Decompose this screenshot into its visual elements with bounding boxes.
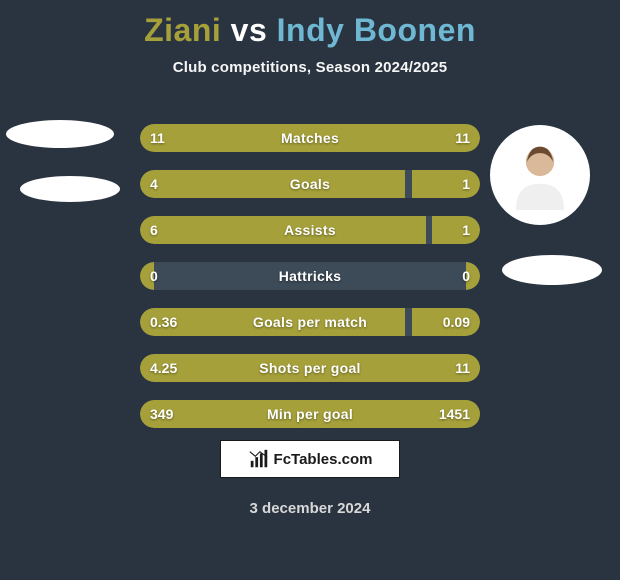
stat-row: 3491451Min per goal	[140, 400, 480, 428]
decorative-ellipse	[20, 176, 120, 202]
stat-row: 61Assists	[140, 216, 480, 244]
decorative-ellipse	[502, 255, 602, 285]
person-icon	[505, 140, 575, 210]
stat-label: Goals	[140, 170, 480, 198]
bar-chart-icon	[248, 448, 270, 470]
comparison-title: Ziani vs Indy Boonen	[0, 0, 620, 49]
player1-name: Ziani	[144, 12, 221, 48]
stat-row: 0.360.09Goals per match	[140, 308, 480, 336]
stat-row: 4.2511Shots per goal	[140, 354, 480, 382]
decorative-ellipse	[6, 120, 114, 148]
stats-bars: 1111Matches 41Goals 61Assists 00Hattricks 0.…	[140, 124, 480, 446]
stat-label: Matches	[140, 124, 480, 152]
stat-row: 41Goals	[140, 170, 480, 198]
player2-avatar	[490, 125, 590, 225]
stat-label: Hattricks	[140, 262, 480, 290]
subtitle: Club competitions, Season 2024/2025	[0, 59, 620, 76]
stat-label: Min per goal	[140, 400, 480, 428]
logo-text: FcTables.com	[274, 451, 373, 468]
stat-label: Goals per match	[140, 308, 480, 336]
footer-date: 3 december 2024	[0, 500, 620, 517]
stat-row: 1111Matches	[140, 124, 480, 152]
vs-text: vs	[231, 12, 268, 48]
player2-name: Indy Boonen	[277, 12, 476, 48]
stat-row: 00Hattricks	[140, 262, 480, 290]
stat-label: Assists	[140, 216, 480, 244]
stat-label: Shots per goal	[140, 354, 480, 382]
fctables-logo: FcTables.com	[220, 440, 400, 478]
